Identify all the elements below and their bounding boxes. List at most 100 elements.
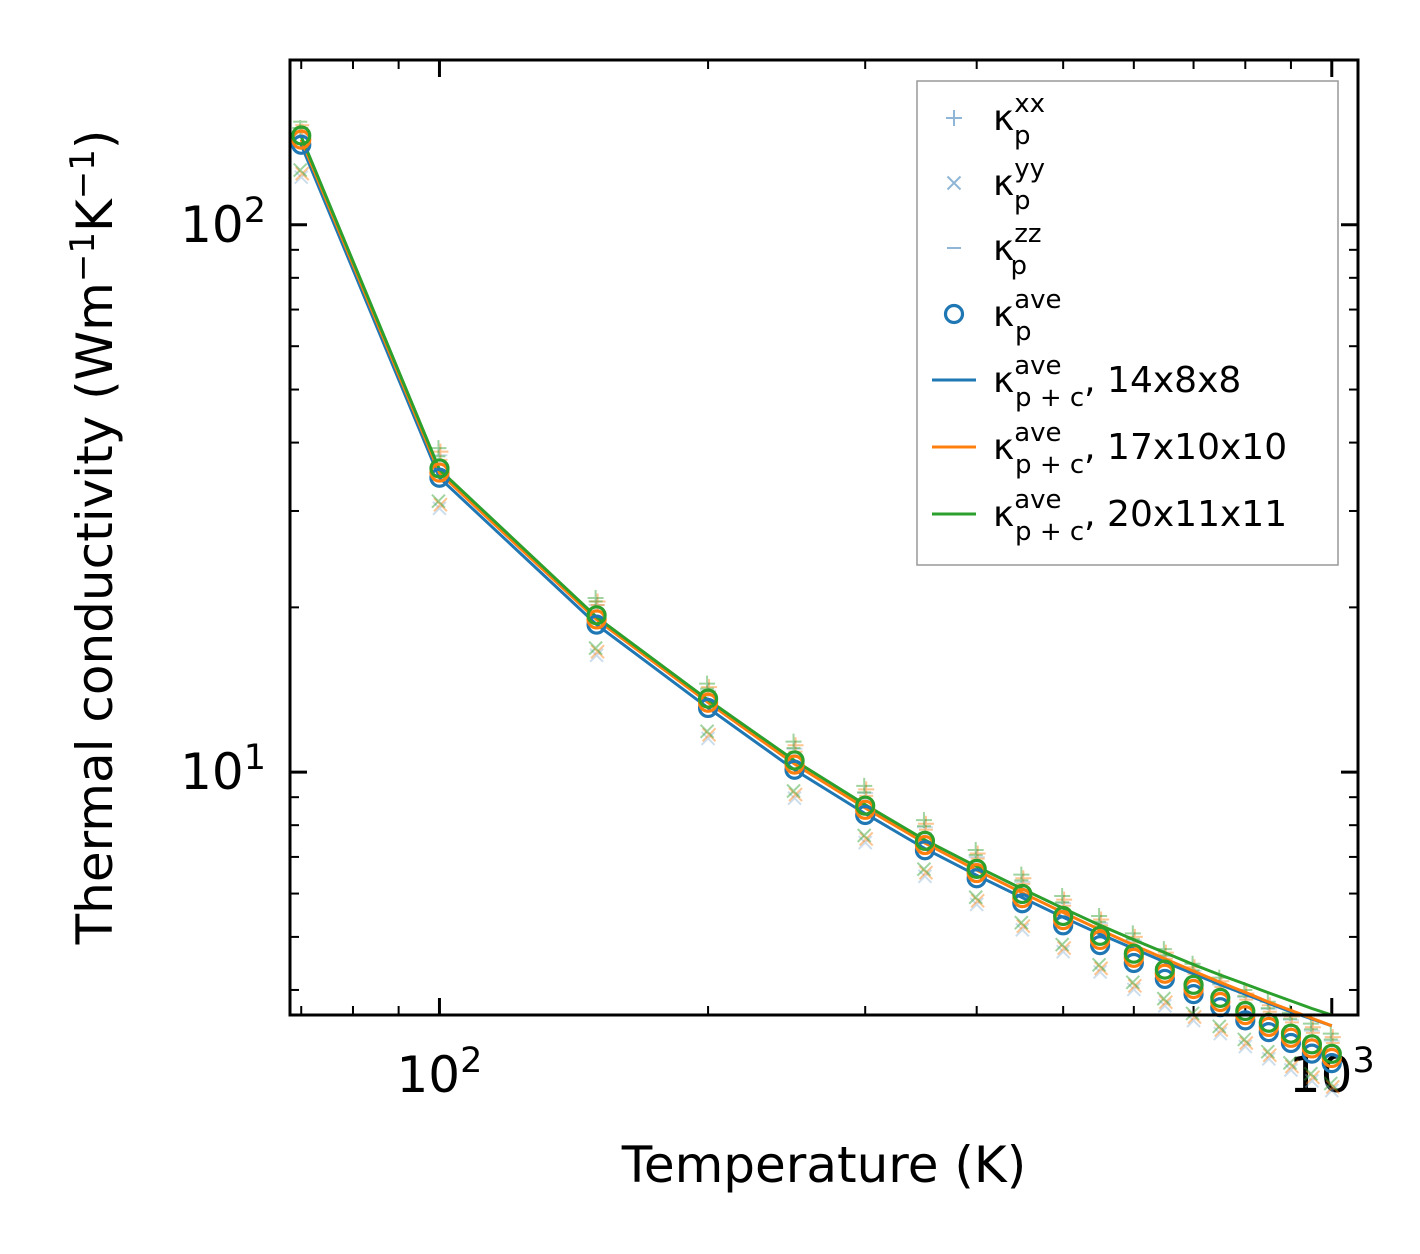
kave-point	[1154, 959, 1175, 980]
kyy-point	[1260, 1044, 1276, 1059]
kyy-point	[1091, 957, 1107, 973]
legend-label: κyy p	[993, 154, 1045, 216]
kave-point	[966, 858, 987, 880]
kyy-point	[1126, 982, 1142, 997]
kyy-point	[1213, 1026, 1228, 1041]
x-tick-label: 103	[1289, 1041, 1375, 1104]
kyy-point	[1262, 1047, 1278, 1063]
kave-point	[855, 795, 876, 816]
kave-point	[1301, 1034, 1323, 1055]
y-axis-label: Thermal conductivity (Wm−1K−1)	[63, 130, 124, 946]
legend-plus-icon	[946, 110, 962, 126]
kyy-point	[590, 644, 605, 659]
kyy-point	[432, 501, 447, 516]
kyy-point	[1093, 961, 1109, 976]
kyy-point	[1014, 915, 1029, 930]
legend-cross-icon	[946, 175, 962, 191]
kxx-point	[1324, 1029, 1341, 1046]
kxx-point	[1304, 1019, 1321, 1036]
kyy-point	[1283, 1062, 1299, 1078]
kyy-point	[968, 890, 983, 905]
legend-label: κave p + c, 14x8x8	[993, 351, 1241, 413]
kyy-point	[1237, 1032, 1252, 1047]
x-tick-label: 102	[397, 1041, 483, 1104]
kave-point	[1321, 1043, 1342, 1064]
kave-point	[1053, 905, 1074, 927]
kave-point	[1089, 925, 1111, 946]
kyy-point	[917, 869, 933, 884]
kxx-point	[1091, 907, 1108, 924]
kyy-point	[858, 831, 874, 847]
kyy-point	[916, 861, 932, 877]
marker-group	[915, 812, 932, 877]
marker-group	[1324, 1029, 1341, 1095]
marker-group	[917, 815, 934, 880]
kyy-point	[856, 828, 872, 843]
kyy-point	[1325, 1079, 1340, 1095]
x-axis-label: Temperature (K)	[621, 1136, 1026, 1194]
kyy-point	[293, 162, 308, 178]
kxx-point	[917, 815, 934, 832]
kyy-point	[970, 893, 985, 909]
kxx-point	[858, 781, 875, 798]
kxx-point	[1054, 888, 1071, 905]
plot-frame	[288, 58, 1360, 1017]
kyy-point	[431, 493, 446, 509]
marker-group	[589, 593, 606, 659]
marker-group	[1304, 1019, 1321, 1085]
y-tick-label: 101	[180, 738, 266, 801]
kxx-point	[701, 679, 718, 696]
kave-point	[1235, 1000, 1256, 1022]
kyy-point	[1158, 994, 1174, 1010]
kyy-point	[1303, 1066, 1319, 1081]
kxx-point	[1015, 870, 1032, 887]
marker-group	[967, 842, 984, 905]
kxx-point	[785, 733, 802, 750]
kxx-point	[1013, 866, 1030, 883]
legend-label: κave p	[993, 285, 1062, 347]
kyy-point	[1261, 1051, 1277, 1066]
kyy-point	[701, 727, 717, 743]
tick-labels: 102 103 101 102	[180, 191, 1375, 1104]
kxx-point	[430, 440, 447, 457]
kxx-point	[856, 777, 873, 794]
marker-group	[1322, 1025, 1339, 1091]
kave-point	[291, 125, 312, 146]
kyy-point	[1212, 1019, 1227, 1034]
marker-group	[1013, 866, 1030, 930]
kyy-point	[1015, 922, 1030, 938]
kxx-point	[967, 842, 984, 859]
kyy-point	[1239, 1035, 1254, 1051]
kyy-point	[1323, 1076, 1338, 1091]
kave-point	[784, 750, 805, 771]
kyy-point	[1092, 964, 1108, 980]
kyy-point	[589, 648, 604, 663]
kave-point	[429, 458, 450, 479]
kyy-point	[1185, 1006, 1200, 1021]
kave-point	[1280, 1023, 1302, 1044]
series-line-20x11x11	[299, 135, 1333, 1017]
kyy-point	[1056, 940, 1072, 956]
kyy-point	[433, 497, 448, 512]
legend-box	[916, 80, 1339, 566]
kxx-point	[915, 812, 932, 829]
kyy-point	[1187, 1009, 1202, 1025]
kyy-point	[1304, 1073, 1320, 1089]
kyy-point	[1282, 1055, 1298, 1071]
kyy-point	[700, 731, 716, 746]
marker-group	[699, 675, 716, 739]
kyy-point	[786, 783, 801, 799]
marker-group	[430, 440, 447, 509]
kyy-point	[1324, 1083, 1339, 1098]
marker-group	[968, 849, 985, 912]
marker-group	[785, 733, 802, 799]
kyy-point	[1284, 1059, 1300, 1074]
kxx-point	[587, 589, 604, 606]
kave-point	[1012, 883, 1033, 905]
legend-label: κxx p	[993, 89, 1045, 151]
kyy-point	[857, 835, 873, 850]
kave-point	[1183, 974, 1204, 995]
kyy-point	[1054, 937, 1070, 952]
